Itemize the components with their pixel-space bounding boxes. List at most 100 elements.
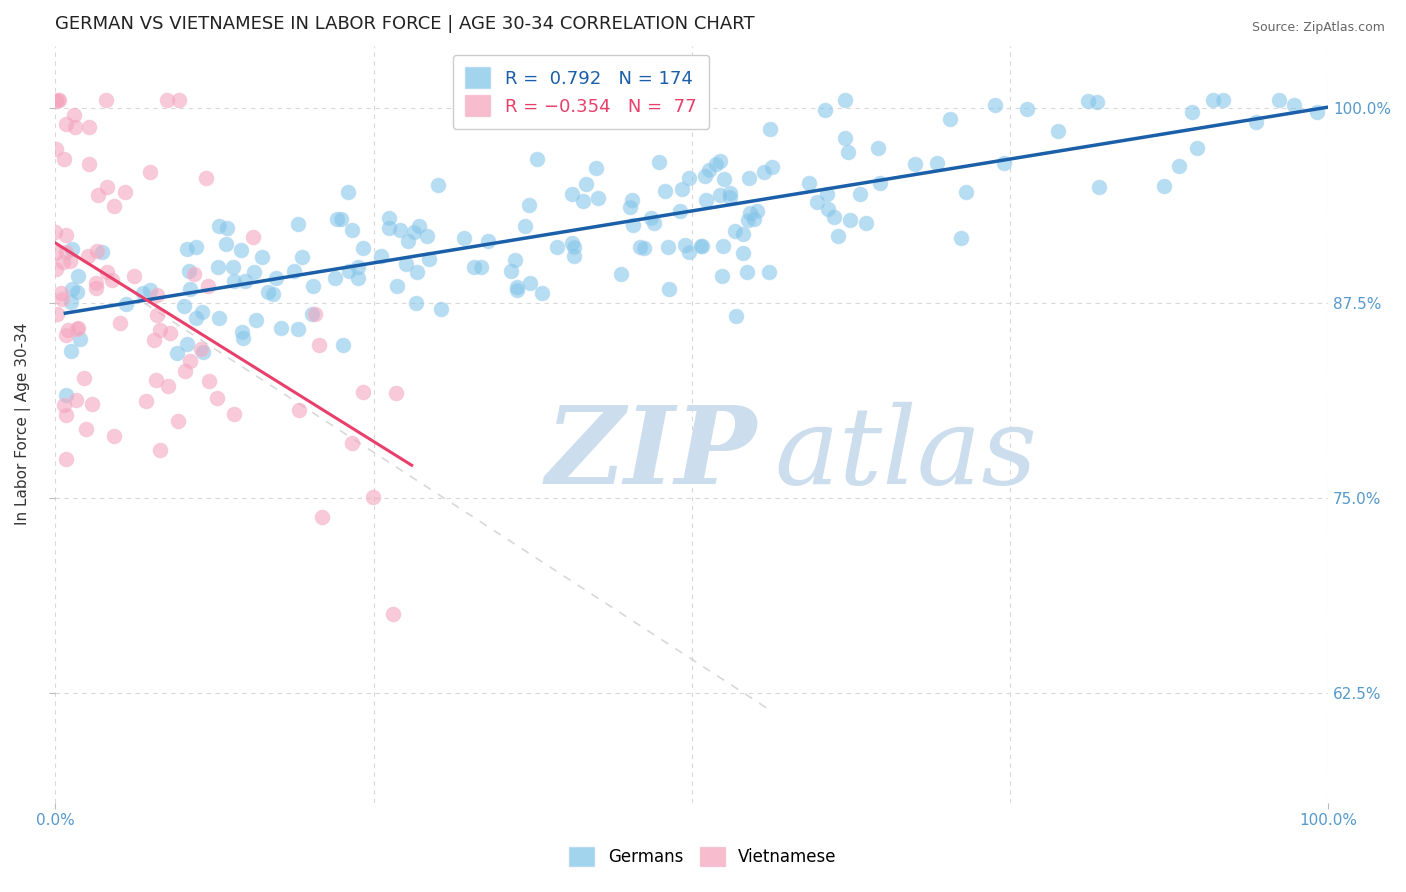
Point [506, 280, 529, 294]
Point [839, 213, 862, 227]
Point [156, 93, 179, 107]
Point [385, 279, 408, 293]
Point [718, 186, 741, 200]
Point [55, 328, 77, 343]
Point [1201, 93, 1223, 107]
Point [561, 235, 583, 250]
Point [1185, 141, 1208, 155]
Point [159, 326, 181, 341]
Point [179, 354, 201, 368]
Point [340, 436, 363, 450]
Point [381, 607, 404, 622]
Point [149, 442, 172, 457]
Text: atlas: atlas [775, 401, 1038, 507]
Point [176, 337, 198, 351]
Point [506, 283, 529, 297]
Point [270, 320, 292, 334]
Point [257, 285, 280, 300]
Point [1306, 104, 1329, 119]
Point [1088, 180, 1111, 194]
Point [426, 178, 449, 193]
Point [517, 198, 540, 212]
Point [75, 421, 97, 435]
Point [69, 332, 91, 346]
Point [55, 117, 77, 131]
Point [56, 323, 79, 337]
Point [264, 270, 287, 285]
Point [103, 199, 125, 213]
Point [167, 93, 190, 107]
Point [103, 429, 125, 443]
Point [63, 120, 86, 135]
Point [984, 98, 1007, 112]
Point [678, 245, 700, 260]
Point [759, 122, 782, 136]
Point [208, 310, 231, 325]
Point [761, 160, 783, 174]
Point [416, 228, 439, 243]
Y-axis label: In Labor Force | Age 30-34: In Labor Force | Age 30-34 [15, 323, 31, 525]
Point [143, 333, 166, 347]
Point [477, 234, 499, 248]
Point [503, 252, 526, 267]
Point [233, 274, 256, 288]
Point [519, 276, 541, 290]
Point [673, 238, 696, 252]
Point [139, 283, 162, 297]
Point [179, 264, 201, 278]
Point [60, 242, 83, 256]
Point [347, 271, 370, 285]
Point [1015, 102, 1038, 116]
Point [167, 414, 190, 428]
Point [453, 231, 475, 245]
Point [1077, 95, 1099, 109]
Point [733, 227, 755, 242]
Point [648, 155, 671, 169]
Point [352, 241, 374, 255]
Point [66, 285, 89, 300]
Point [640, 211, 662, 225]
Point [799, 177, 821, 191]
Point [955, 185, 977, 199]
Point [79, 120, 101, 134]
Point [80, 397, 103, 411]
Point [868, 141, 890, 155]
Point [86, 277, 108, 291]
Point [855, 216, 877, 230]
Point [222, 407, 245, 421]
Point [326, 211, 349, 226]
Point [65, 392, 87, 407]
Point [711, 269, 734, 284]
Point [513, 219, 536, 233]
Point [814, 103, 837, 117]
Text: GERMAN VS VIETNAMESE IN LABOR FORCE | AGE 30-34 CORRELATION CHART: GERMAN VS VIETNAMESE IN LABOR FORCE | AG… [55, 15, 755, 33]
Point [658, 282, 681, 296]
Point [231, 326, 253, 340]
Point [145, 373, 167, 387]
Point [55, 409, 77, 423]
Point [222, 260, 245, 274]
Point [738, 170, 761, 185]
Point [337, 185, 360, 199]
Point [526, 152, 548, 166]
Point [197, 278, 219, 293]
Point [173, 364, 195, 378]
Point [325, 270, 347, 285]
Point [291, 250, 314, 264]
Point [100, 273, 122, 287]
Point [45, 245, 67, 260]
Point [546, 239, 568, 253]
Point [938, 112, 960, 127]
Point [194, 171, 217, 186]
Point [585, 161, 607, 176]
Point [429, 301, 451, 316]
Point [55, 244, 77, 259]
Point [678, 170, 700, 185]
Point [96, 265, 118, 279]
Point [84, 281, 107, 295]
Point [709, 154, 731, 169]
Point [628, 240, 651, 254]
Point [621, 218, 644, 232]
Point [531, 285, 554, 300]
Point [993, 155, 1015, 169]
